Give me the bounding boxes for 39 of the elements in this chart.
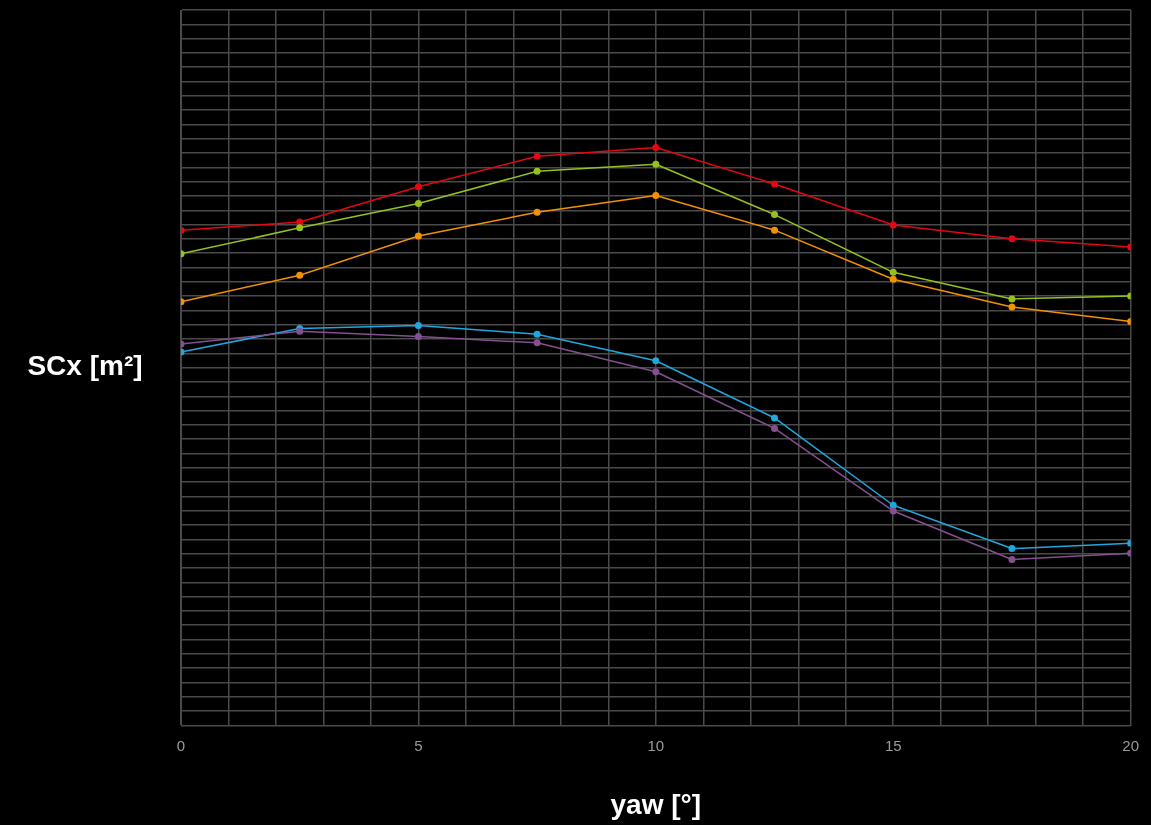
- point: [414, 183, 422, 191]
- point: [296, 271, 304, 279]
- point: [771, 180, 779, 188]
- point: [1008, 303, 1016, 311]
- x-tick-label: 5: [414, 736, 423, 754]
- point: [889, 268, 897, 276]
- point: [414, 333, 422, 340]
- x-tick-label: 20: [1122, 736, 1139, 754]
- point: [1008, 235, 1016, 243]
- x-axis-title: yaw [°]: [610, 788, 702, 820]
- point: [652, 368, 660, 376]
- point: [652, 160, 660, 168]
- point: [533, 167, 541, 175]
- point: [889, 501, 897, 509]
- point: [1008, 556, 1016, 564]
- point: [771, 414, 779, 422]
- point: [771, 424, 779, 432]
- point: [889, 275, 897, 283]
- point: [889, 507, 897, 515]
- point: [1008, 295, 1016, 303]
- point: [533, 339, 541, 347]
- point: [414, 200, 422, 208]
- point: [771, 226, 779, 234]
- x-tick-label: 0: [176, 736, 186, 754]
- point: [414, 232, 422, 240]
- point: [1008, 545, 1016, 553]
- x-tick-label: 15: [884, 736, 902, 754]
- point: [652, 192, 660, 199]
- point: [533, 330, 541, 338]
- point: [533, 152, 541, 160]
- point: [533, 208, 541, 216]
- point: [771, 211, 779, 219]
- point: [889, 221, 897, 229]
- x-tick-label: 10: [647, 736, 665, 754]
- point: [296, 224, 304, 232]
- y-axis-title: SCx [m²]: [27, 350, 143, 382]
- point: [414, 322, 422, 330]
- point: [652, 357, 660, 365]
- point: [652, 144, 660, 152]
